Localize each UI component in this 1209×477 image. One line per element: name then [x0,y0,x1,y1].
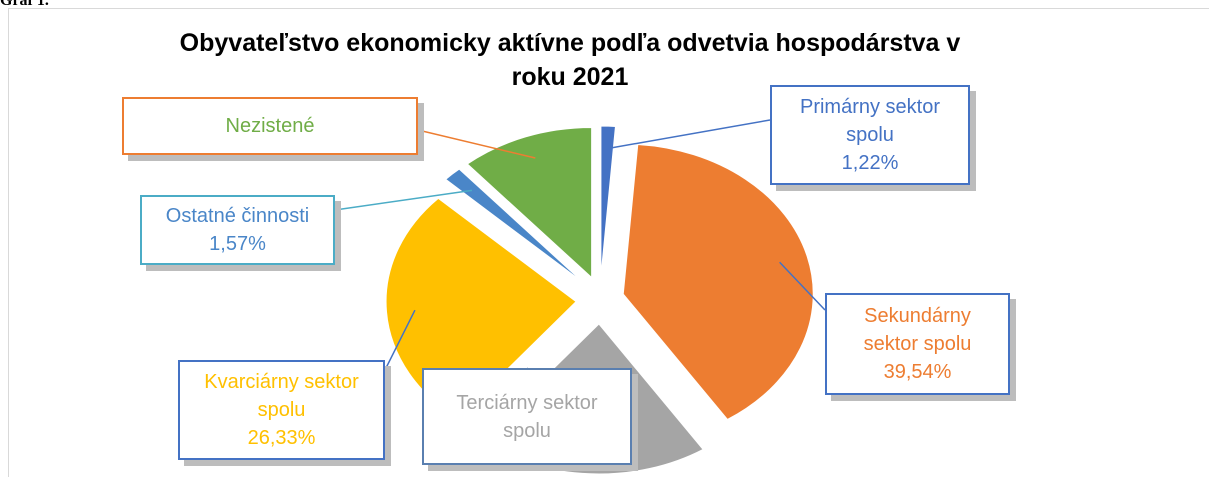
label-value: 1,22% [841,152,899,174]
chart-title: Obyvateľstvo ekonomicky aktívne podľa od… [179,29,961,91]
pie-slice [600,125,617,277]
chart-frame [8,8,1209,477]
pie-slice [622,143,814,421]
label-name: Terciárny sektor spolu [456,391,598,442]
pie-slice [444,168,584,284]
data-label: Sekundárny sektor spolu 39,54% [825,293,1010,395]
label-name: Ostatné činnosti [165,205,310,227]
data-label: Ostatné činnosti 1,57% [140,195,335,265]
pie-slice [466,127,593,279]
data-label: Terciárny sektor spolu [422,368,632,465]
leader-line [779,261,826,311]
label-value: 1,57% [209,233,266,255]
leader-line [417,129,536,159]
label-value: 39,54% [883,361,952,383]
label-name: Primárny sektor spolu [799,96,941,146]
label-value: 26,33% [247,427,316,449]
label-name: Nezistené [225,115,315,137]
leader-line [606,119,771,150]
leader-line [384,309,416,371]
data-label: Nezistené [122,97,418,155]
leader-line [334,189,473,211]
data-label: Kvarciárny sektor spolu 26,33% [178,360,385,460]
label-name: Kvarciárny sektor spolu [204,371,359,421]
label-name: Sekundárny sektor spolu [863,305,972,355]
data-label: Primárny sektor spolu 1,22% [770,85,970,185]
caption: Graf 1. [0,0,49,9]
